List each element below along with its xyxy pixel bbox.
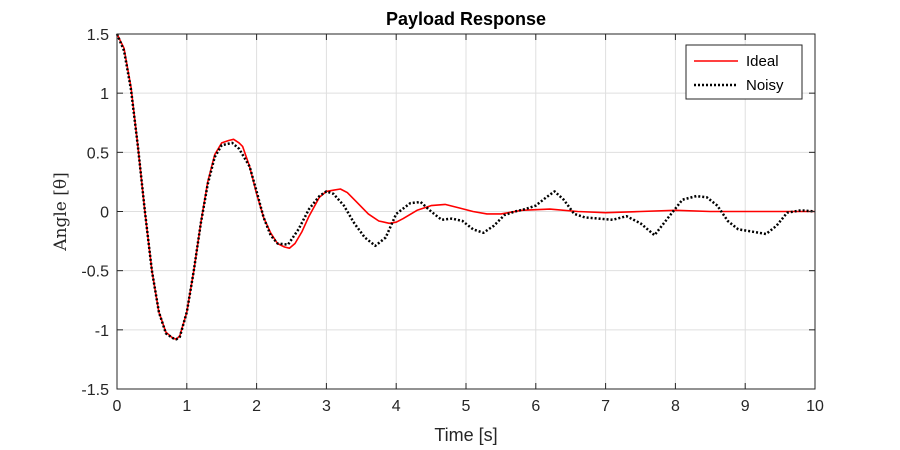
y-tick-label: -0.5 [81, 264, 109, 281]
x-tick-label: 3 [322, 398, 331, 415]
x-axis-label: Time [s] [434, 425, 497, 445]
y-tick-label: -1 [95, 323, 109, 340]
y-tick-label: 1 [100, 86, 109, 103]
series-lines [115, 33, 816, 341]
y-tick-label: 1.5 [87, 27, 109, 44]
x-tick-label: 5 [462, 398, 471, 415]
axis-ticks: 0 1 2 3 4 5 6 7 8 9 10 1.5 1 0.5 0 -0.5 -1 -1.5 [81, 27, 824, 415]
legend-label-ideal: Ideal [746, 53, 779, 70]
x-tick-label: 4 [392, 398, 401, 415]
chart-title: Payload Response [386, 9, 546, 29]
x-tick-label: 9 [741, 398, 750, 415]
x-tick-label: 6 [531, 398, 540, 415]
legend-label-noisy: Noisy [746, 77, 784, 94]
y-tick-label: -1.5 [81, 382, 109, 399]
x-tick-label: 7 [601, 398, 610, 415]
x-tick-label: 2 [252, 398, 261, 415]
x-tick-label: 0 [113, 398, 122, 415]
x-tick-label: 10 [806, 398, 824, 415]
legend-box [685, 44, 803, 100]
grid [117, 34, 815, 389]
series-line-noisy [115, 33, 816, 341]
y-axis-label: Angle [θ] [51, 172, 71, 252]
legend: Ideal Noisy [685, 44, 803, 100]
x-tick-label: 8 [671, 398, 680, 415]
y-tick-label: 0 [100, 205, 109, 222]
y-tick-label: 0.5 [87, 145, 109, 162]
x-tick-label: 1 [182, 398, 191, 415]
